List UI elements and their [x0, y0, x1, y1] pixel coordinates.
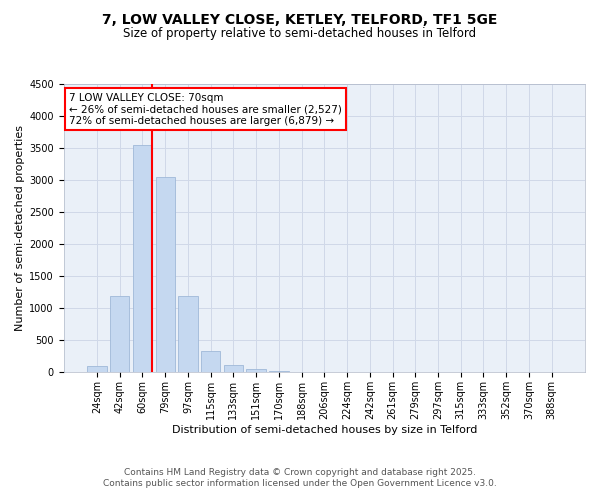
Bar	[178, 296, 197, 372]
X-axis label: Distribution of semi-detached houses by size in Telford: Distribution of semi-detached houses by …	[172, 425, 477, 435]
Text: 7 LOW VALLEY CLOSE: 70sqm
← 26% of semi-detached houses are smaller (2,527)
72% : 7 LOW VALLEY CLOSE: 70sqm ← 26% of semi-…	[69, 92, 342, 126]
Bar	[133, 145, 152, 372]
Text: Size of property relative to semi-detached houses in Telford: Size of property relative to semi-detach…	[124, 28, 476, 40]
Bar	[110, 296, 130, 372]
Bar	[88, 366, 107, 372]
Text: Contains HM Land Registry data © Crown copyright and database right 2025.
Contai: Contains HM Land Registry data © Crown c…	[103, 468, 497, 487]
Bar	[269, 370, 289, 372]
Bar	[201, 352, 220, 372]
Text: 7, LOW VALLEY CLOSE, KETLEY, TELFORD, TF1 5GE: 7, LOW VALLEY CLOSE, KETLEY, TELFORD, TF…	[103, 12, 497, 26]
Bar	[224, 366, 243, 372]
Y-axis label: Number of semi-detached properties: Number of semi-detached properties	[15, 125, 25, 331]
Bar	[155, 177, 175, 372]
Bar	[247, 369, 266, 372]
